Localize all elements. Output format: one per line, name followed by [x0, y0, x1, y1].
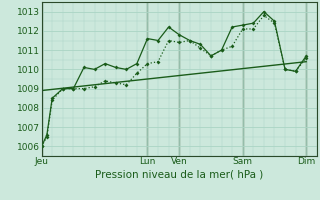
X-axis label: Pression niveau de la mer( hPa ): Pression niveau de la mer( hPa )	[95, 169, 263, 179]
